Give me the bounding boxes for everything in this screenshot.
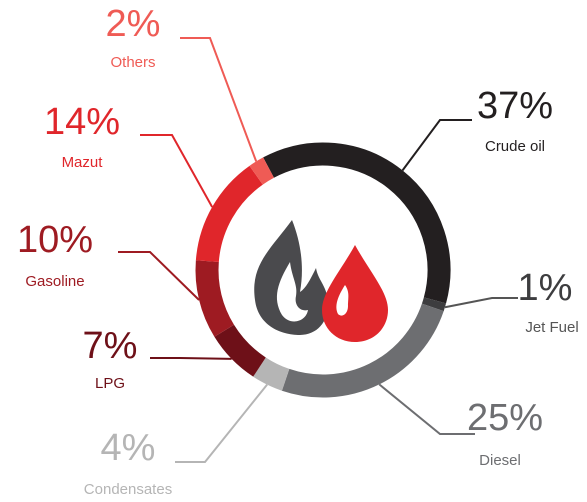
leader-line (378, 383, 475, 435)
donut-segment (253, 357, 290, 391)
category-label: Jet Fuel (525, 319, 578, 336)
leader-line (401, 119, 472, 171)
category-label: Gasoline (25, 273, 84, 290)
donut-segment (195, 260, 235, 337)
value-label: 4% (101, 427, 156, 469)
value-label: 25% (467, 397, 543, 439)
value-label: 10% (17, 219, 93, 261)
leader-line (118, 251, 200, 301)
leader-line (175, 383, 268, 463)
value-label: 37% (477, 85, 553, 127)
category-label: Crude oil (485, 138, 545, 155)
donut-segment (263, 142, 451, 304)
category-label: LPG (95, 375, 125, 392)
donut-segment (421, 297, 447, 312)
donut-segment (195, 165, 264, 263)
value-label: 2% (106, 3, 161, 45)
category-label: Diesel (479, 452, 521, 469)
donut-segment (249, 157, 275, 185)
donut-segment (281, 303, 444, 398)
category-label: Condensates (84, 481, 172, 498)
leader-line (180, 37, 258, 162)
leader-line (140, 134, 214, 208)
value-label: 7% (83, 325, 138, 367)
category-label: Others (110, 54, 155, 71)
value-label: 14% (44, 101, 120, 143)
leader-line (444, 297, 518, 309)
category-label: Mazut (62, 154, 104, 171)
value-label: 1% (518, 267, 573, 309)
leader-line (150, 357, 232, 360)
center-icon (254, 220, 388, 342)
donut-segment (214, 324, 267, 377)
